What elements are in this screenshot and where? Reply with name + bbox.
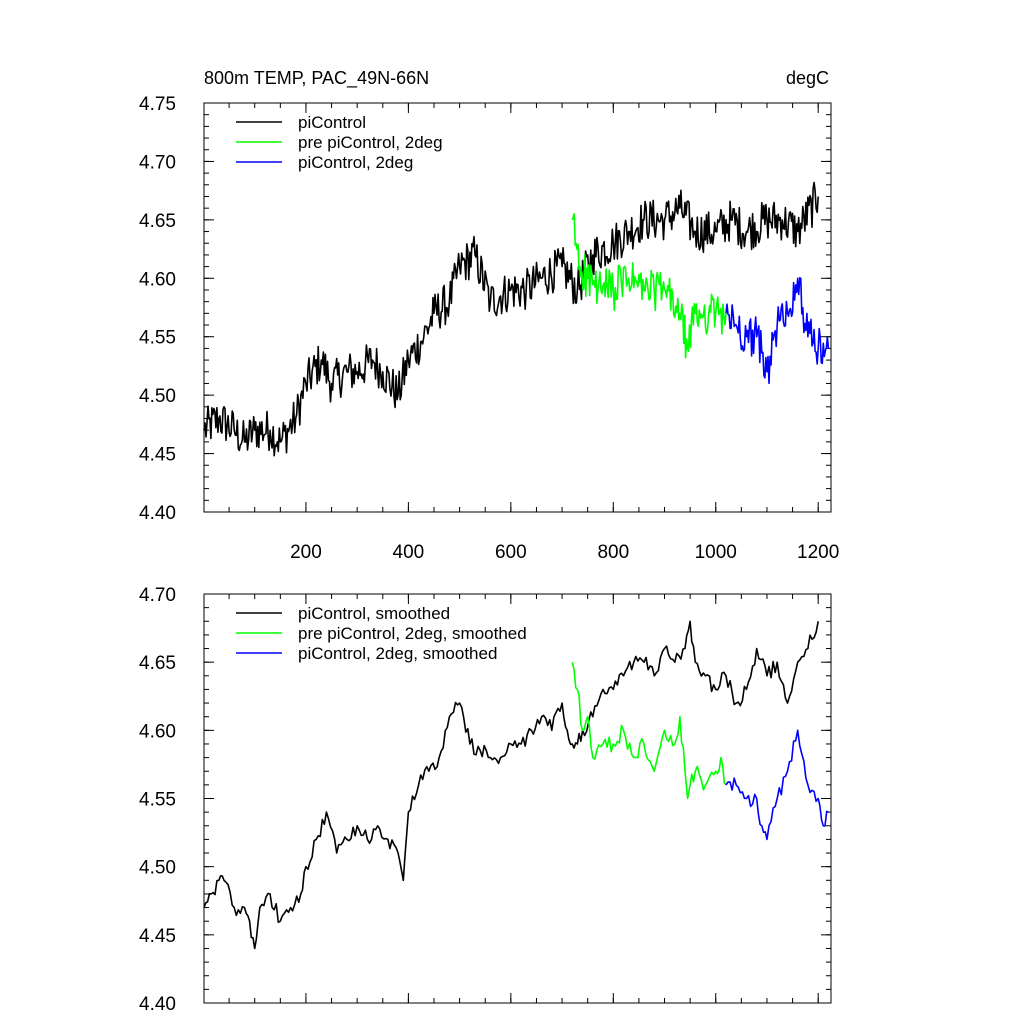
bottom-plot-ytick-label: 4.50 bbox=[139, 858, 176, 879]
bottom-plot-ytick-label: 4.55 bbox=[139, 790, 176, 811]
bottom-plot-legend-label: piControl, 2deg, smoothed bbox=[298, 644, 497, 663]
bottom-plot-legend-label: pre piControl, 2deg, smoothed bbox=[298, 624, 527, 643]
bottom-plot-ytick-label: 4.60 bbox=[139, 721, 176, 742]
top-plot-ytick-label: 4.40 bbox=[139, 503, 176, 524]
top-plot-xtick-label: 1000 bbox=[695, 542, 737, 563]
top-plot-series-pre-picontrol-2deg bbox=[571, 213, 727, 359]
top-plot-frame bbox=[203, 102, 832, 513]
top-plot-xtick-label: 200 bbox=[290, 542, 322, 563]
top-plot: 800m TEMP, PAC_49N-66N degC 4.40 4.45 4.50… bbox=[139, 68, 839, 563]
bottom-plot: 4.40 4.45 4.50 4.55 4.60 4.65 4.70 piControl, … bbox=[139, 585, 832, 1015]
top-plot-title: 800m TEMP, PAC_49N-66N bbox=[204, 68, 429, 89]
top-plot-series-picontrol-2deg bbox=[725, 276, 830, 385]
bottom-plot-legend-label: piControl, smoothed bbox=[298, 604, 450, 623]
bottom-plot-ytick-label: 4.65 bbox=[139, 653, 176, 674]
top-plot-xtick-label: 600 bbox=[495, 542, 527, 563]
bottom-plot-ytick-label: 4.70 bbox=[139, 585, 176, 606]
top-plot-ytick-label: 4.45 bbox=[139, 445, 176, 466]
top-plot-ytick-label: 4.60 bbox=[139, 269, 176, 290]
top-plot-legend-label: piControl, 2deg bbox=[298, 153, 413, 172]
top-plot-units: degC bbox=[786, 68, 829, 88]
top-plot-ticks: 4.40 4.45 4.50 4.55 4.60 4.65 4.70 4.75 200 400 60… bbox=[139, 94, 839, 563]
bottom-plot-series-pre-picontrol-2deg-smoothed bbox=[571, 662, 727, 800]
top-plot-series bbox=[203, 181, 830, 457]
bottom-plot-ytick-label: 4.40 bbox=[139, 994, 176, 1015]
top-plot-series-picontrol bbox=[203, 181, 819, 457]
bottom-plot-series-picontrol-smoothed bbox=[203, 620, 819, 950]
top-plot-legend-label: piControl bbox=[298, 113, 366, 132]
top-plot-ytick-label: 4.70 bbox=[139, 152, 176, 173]
top-plot-xtick-label: 800 bbox=[597, 542, 629, 563]
top-plot-ytick-label: 4.65 bbox=[139, 211, 176, 232]
top-plot-legend-label: pre piControl, 2deg bbox=[298, 133, 443, 152]
top-plot-xtick-label: 1200 bbox=[797, 542, 839, 563]
top-plot-ytick-label: 4.75 bbox=[139, 94, 176, 115]
bottom-plot-series bbox=[203, 620, 829, 950]
bottom-plot-series-picontrol-2deg-smoothed bbox=[725, 729, 829, 841]
top-plot-xtick-label: 400 bbox=[393, 542, 425, 563]
top-plot-ytick-label: 4.55 bbox=[139, 328, 176, 349]
bottom-plot-ticks: 4.40 4.45 4.50 4.55 4.60 4.65 4.70 bbox=[139, 585, 831, 1015]
bottom-plot-ytick-label: 4.45 bbox=[139, 926, 176, 947]
top-plot-ytick-label: 4.50 bbox=[139, 386, 176, 407]
